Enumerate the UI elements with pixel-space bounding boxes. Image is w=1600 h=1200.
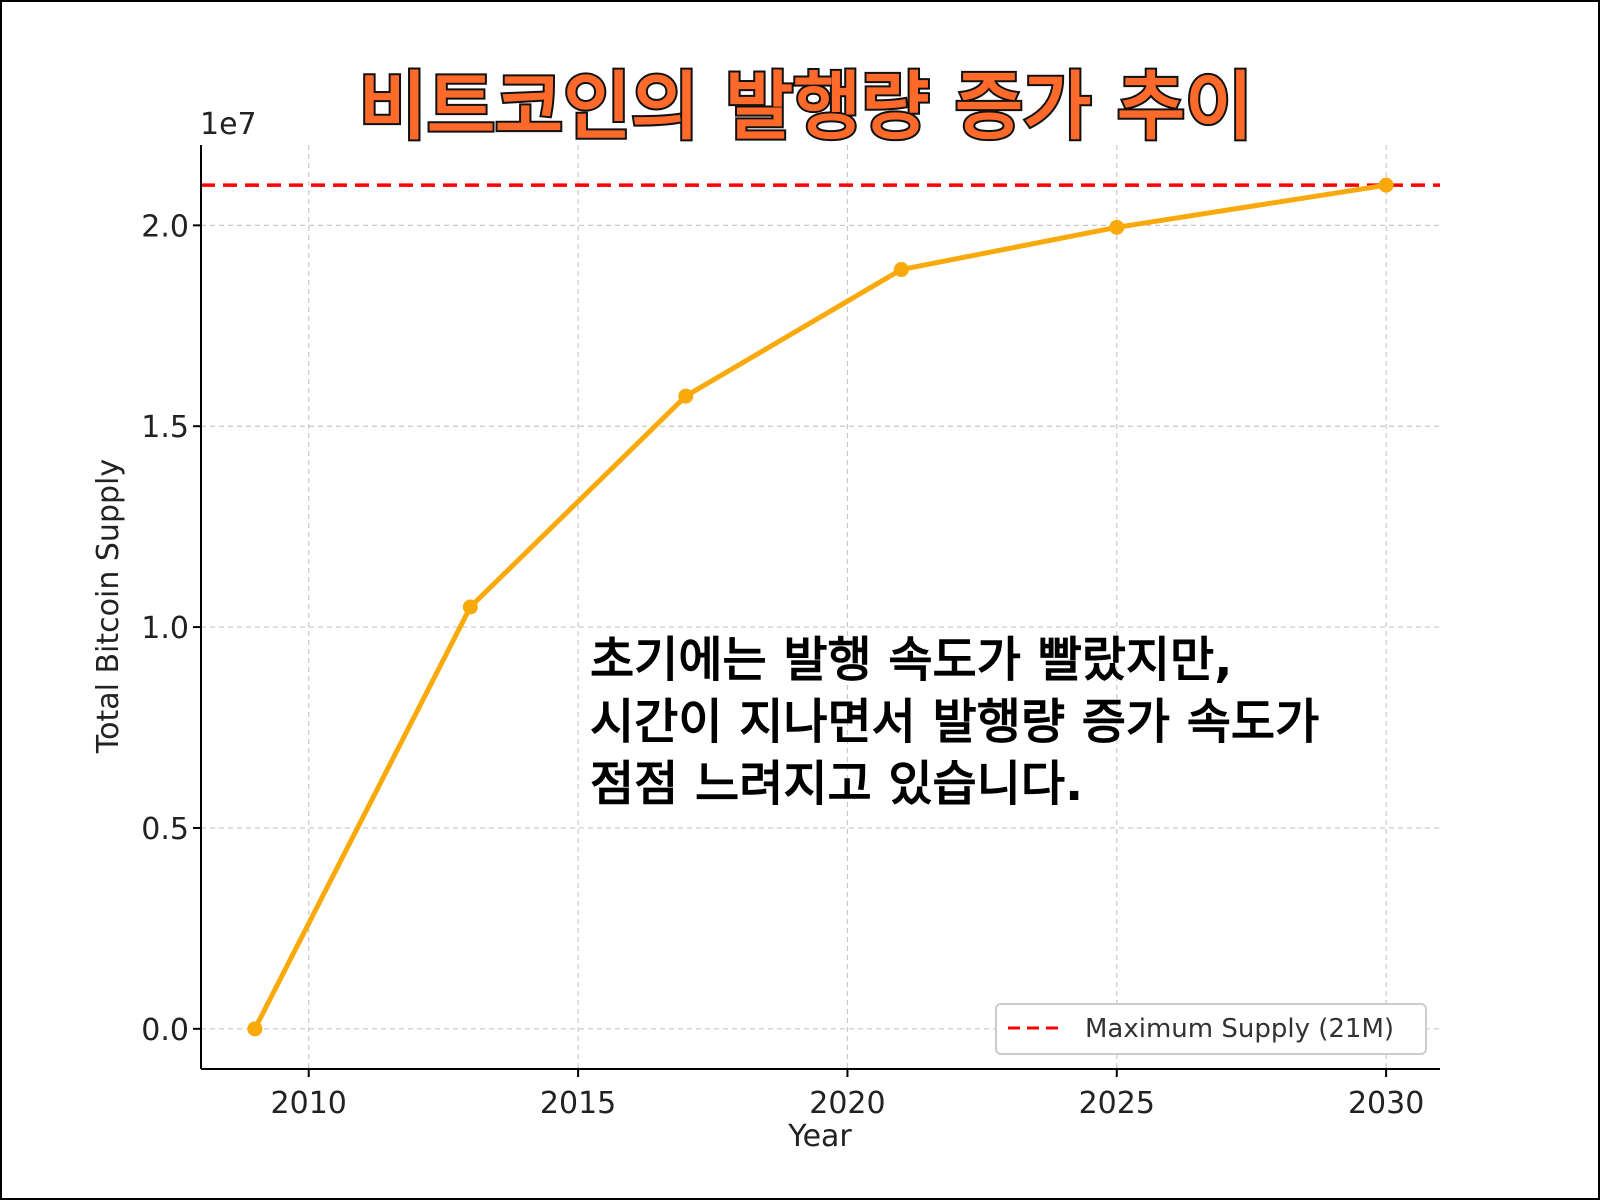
- data-point: [678, 388, 694, 404]
- y-ticks: 0.0 0.5 1.0 1.5 2.0: [141, 209, 201, 1048]
- x-tick-label: 2025: [1079, 1086, 1155, 1121]
- grid: [201, 145, 1440, 1069]
- x-tick-label: 2030: [1348, 1086, 1424, 1121]
- series-layer: [247, 177, 1394, 1037]
- x-tick-label: 2020: [809, 1086, 885, 1121]
- y-axis-label: Total Bitcoin Supply: [91, 459, 126, 754]
- y-offset-label: 1e7: [200, 107, 257, 142]
- legend-entry-maximum-supply: Maximum Supply (21M): [1085, 1014, 1394, 1044]
- x-ticks: 2010 2015 2020 2025 2030: [271, 1069, 1424, 1121]
- data-point: [893, 262, 909, 278]
- y-tick-label: 0.5: [141, 812, 189, 847]
- annotation: 초기에는 발행 속도가 빨랐지만, 시간이 지나면서 발행량 증가 속도가 점점…: [590, 632, 1319, 812]
- annotation-line-2: 시간이 지나면서 발행량 증가 속도가: [590, 694, 1319, 750]
- data-point: [1109, 219, 1125, 235]
- series-line: [252, 182, 1387, 1030]
- x-tick-label: 2015: [540, 1086, 616, 1121]
- y-tick-label: 1.0: [141, 611, 189, 646]
- data-point: [247, 1021, 263, 1037]
- y-tick-label: 2.0: [141, 209, 189, 244]
- y-tick-label: 1.5: [141, 410, 189, 445]
- legend: Maximum Supply (21M): [995, 1003, 1427, 1055]
- annotation-line-1: 초기에는 발행 속도가 빨랐지만,: [590, 632, 1232, 688]
- annotation-line-3: 점점 느려지고 있습니다.: [590, 756, 1083, 812]
- x-axis-label: Year: [787, 1119, 852, 1154]
- chart-title: 비트코인의 발행량 증가 추이: [359, 64, 1253, 150]
- y-tick-label: 0.0: [141, 1013, 189, 1048]
- legend-box: [995, 1003, 1427, 1055]
- data-point: [462, 599, 478, 615]
- x-tick-label: 2010: [271, 1086, 347, 1121]
- data-point: [1378, 177, 1394, 193]
